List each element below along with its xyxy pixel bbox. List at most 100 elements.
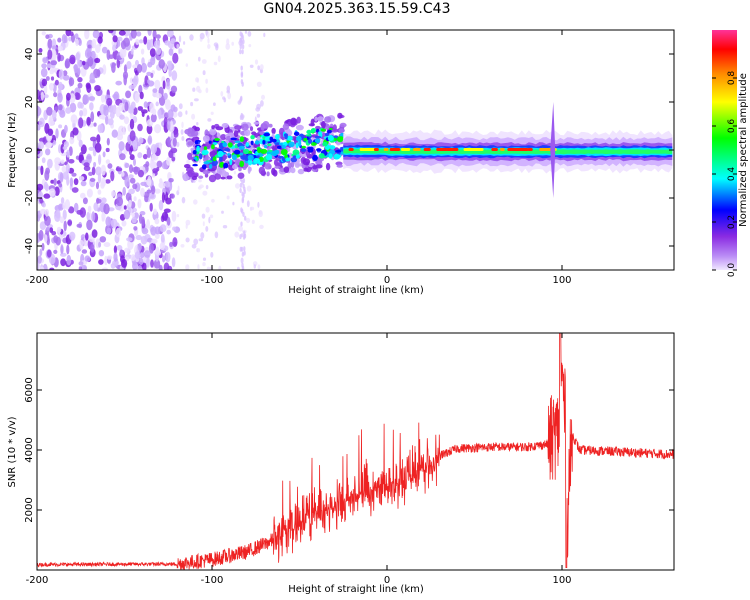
spectrogram-cell bbox=[336, 164, 343, 168]
spectrogram-cell bbox=[46, 249, 52, 258]
spectrogram-cell bbox=[129, 130, 136, 142]
spectrogram-cell bbox=[305, 161, 310, 166]
spectrogram-cell bbox=[237, 266, 240, 270]
spectrogram-cell bbox=[51, 109, 57, 120]
spectrogram-cell bbox=[69, 31, 74, 37]
spectrogram-cell bbox=[205, 185, 209, 190]
spectrogram-cell bbox=[101, 46, 108, 54]
spectrogram-cell bbox=[51, 49, 57, 59]
spectrogram-cell bbox=[143, 250, 151, 258]
spectrogram-cell bbox=[226, 90, 230, 94]
spectrogram-cell bbox=[118, 125, 125, 136]
spectrogram-cell bbox=[202, 190, 208, 196]
spectrogram-cell bbox=[97, 124, 104, 134]
spectrogram-cell bbox=[86, 153, 92, 164]
band-core-segment bbox=[491, 148, 498, 151]
spectrogram-cell bbox=[122, 186, 126, 196]
spectrogram-cell bbox=[250, 140, 254, 145]
spectrogram-y-ticks: -40 -20 0 20 40 bbox=[24, 48, 674, 254]
spectrogram-cell bbox=[39, 197, 43, 204]
spectrogram-cell bbox=[52, 82, 57, 93]
spectrogram-cell bbox=[140, 187, 145, 197]
spectrogram-cell bbox=[71, 172, 77, 177]
spectrogram-cell bbox=[116, 245, 123, 251]
spectrogram-cell bbox=[199, 184, 204, 189]
spectrogram-cell bbox=[123, 116, 130, 125]
spectrogram-cell bbox=[243, 189, 246, 195]
spectrogram-cell bbox=[171, 257, 176, 268]
spectrogram-cell bbox=[259, 224, 264, 229]
spectrogram-cell bbox=[256, 81, 262, 88]
spectrogram-cell bbox=[285, 157, 291, 162]
spectrogram-cell bbox=[68, 206, 75, 214]
spectrogram-cell bbox=[316, 148, 322, 152]
spectrogram-cell bbox=[74, 33, 79, 40]
spectrogram-cell bbox=[241, 44, 245, 50]
spectrogram-cell bbox=[274, 142, 281, 146]
spectrogram-cell bbox=[242, 183, 245, 189]
spectrogram-cell bbox=[69, 231, 76, 241]
spectrogram-cell bbox=[166, 156, 171, 166]
spectrogram-cell bbox=[75, 38, 79, 47]
spectrogram-cell bbox=[243, 246, 246, 252]
spectrogram-cell bbox=[132, 207, 137, 213]
spectrogram-cell bbox=[43, 84, 48, 95]
spectrogram-cell bbox=[56, 226, 62, 234]
spectrogram-cell bbox=[166, 229, 171, 235]
spectrogram-cell bbox=[40, 165, 44, 176]
spectrogram-cell bbox=[134, 251, 141, 259]
spectrogram-cell bbox=[39, 266, 45, 270]
spectrogram-cell bbox=[222, 96, 226, 100]
spectrogram-cell bbox=[40, 91, 45, 101]
spectrogram-cell bbox=[141, 62, 147, 73]
spectrogram-cell bbox=[58, 124, 63, 129]
spectrogram-cell bbox=[210, 251, 214, 258]
spectrogram-cell bbox=[187, 141, 194, 146]
spectrogram-cell bbox=[101, 212, 106, 221]
spectrogram-cell bbox=[232, 164, 238, 170]
spectrogram-cell bbox=[171, 70, 178, 81]
spectrogram-cell bbox=[152, 173, 156, 178]
spectrogram-cell bbox=[137, 123, 143, 132]
spectrogram-cell bbox=[244, 129, 251, 137]
band-core-segment bbox=[373, 148, 379, 151]
spectrogram-cell bbox=[66, 149, 70, 158]
spectrogram-cell bbox=[197, 264, 200, 270]
spectrogram-cell bbox=[118, 30, 126, 36]
spectrogram-cell bbox=[146, 257, 150, 268]
spectrogram-cell bbox=[238, 167, 242, 172]
spectrogram-cell bbox=[38, 191, 44, 199]
spectrogram-cell bbox=[211, 125, 215, 130]
spectrogram-cell bbox=[41, 242, 45, 251]
spectrogram-cell bbox=[49, 227, 54, 233]
spectrogram-cell bbox=[146, 39, 152, 50]
spectrogram-cell bbox=[147, 135, 153, 145]
band-core-segment bbox=[348, 148, 354, 151]
spectrogram-cell bbox=[78, 139, 83, 148]
spectrogram-cell bbox=[317, 116, 324, 122]
spectrogram-cell bbox=[158, 109, 162, 120]
spectrogram-cell bbox=[84, 48, 91, 59]
spectrogram-cell bbox=[129, 77, 134, 84]
spectrogram-cell bbox=[219, 155, 223, 162]
spectrogram-cell bbox=[79, 110, 84, 117]
spectrogram-cell bbox=[205, 226, 209, 232]
spectrogram-cell bbox=[257, 65, 261, 71]
spectrogram-cell bbox=[165, 251, 171, 263]
spectrogram-cell bbox=[260, 148, 268, 154]
spectrogram-cell bbox=[198, 179, 202, 183]
spectrogram-cell bbox=[333, 153, 341, 160]
spectrogram-cell bbox=[305, 134, 312, 137]
spectrogram-cell bbox=[138, 39, 144, 44]
spectrogram-cell bbox=[202, 169, 210, 175]
spectrogram-cell bbox=[90, 111, 95, 123]
spectrogram-cell bbox=[170, 131, 174, 140]
spectrogram-cell bbox=[41, 31, 46, 36]
spectrogram-cell bbox=[128, 174, 134, 179]
spectrogram-cell bbox=[208, 216, 211, 224]
spectrogram-cell bbox=[297, 168, 305, 175]
spectrogram-cell bbox=[223, 162, 229, 169]
spectrogram-cell bbox=[60, 244, 64, 255]
spectrogram-cell bbox=[102, 64, 107, 75]
spectrogram-cell bbox=[88, 171, 93, 176]
